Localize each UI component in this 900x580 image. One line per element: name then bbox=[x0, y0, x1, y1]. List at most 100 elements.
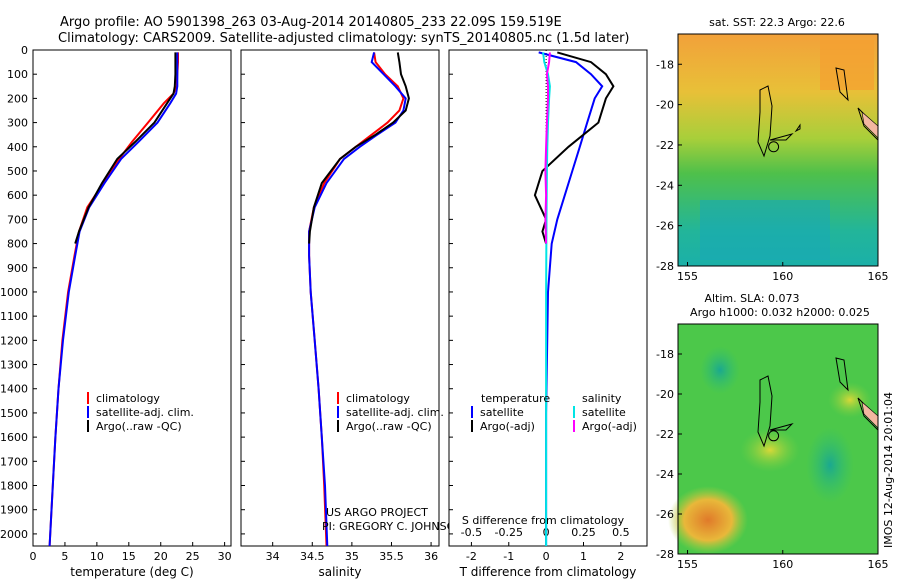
sst-cool-patch bbox=[700, 200, 830, 260]
sla-map-title-line2: Argo h1000: 0.032 h2000: 0.025 bbox=[690, 306, 870, 319]
legend-satellite-label: satellite-adj. clim. bbox=[96, 406, 194, 419]
s-tick-label: 0.25 bbox=[571, 526, 596, 539]
series-salinity-argo-adj- bbox=[544, 52, 551, 244]
depth-tick-label: 1900 bbox=[0, 504, 28, 517]
legend-t-satellite-label: satellite bbox=[480, 406, 524, 419]
map-x-tick-label: 165 bbox=[868, 270, 889, 283]
figure-title-line1: Argo profile: AO 5901398_263 03-Aug-2014… bbox=[60, 15, 562, 30]
depth-tick-label: 1200 bbox=[0, 334, 28, 347]
depth-tick-label: 600 bbox=[7, 189, 28, 202]
project-name: US ARGO PROJECT bbox=[326, 506, 428, 519]
temperature-tick-labels: 0 5 10 15 20 25 30 bbox=[30, 49, 232, 563]
s-tick-label: -0.25 bbox=[495, 526, 523, 539]
sla-low-anomaly bbox=[700, 346, 740, 394]
depth-tick-label: 300 bbox=[7, 117, 28, 130]
series-temperature-satellite bbox=[538, 51, 604, 546]
legend-temperature-title: temperature bbox=[481, 392, 550, 405]
legend-climatology-label: climatology bbox=[96, 392, 160, 405]
temperature-legend: climatology satellite-adj. clim. Argo(..… bbox=[87, 392, 194, 433]
depth-tick-label: 1800 bbox=[0, 480, 28, 493]
x-tick-label: 36 bbox=[424, 550, 438, 563]
depth-tick-label: 400 bbox=[7, 141, 28, 154]
sla-high-anomaly bbox=[668, 486, 748, 554]
map-y-tick-label: -28 bbox=[656, 260, 674, 273]
x-tick-label: 1 bbox=[580, 550, 587, 563]
depth-tick-label: 900 bbox=[7, 262, 28, 275]
depth-tick-label: 2000 bbox=[0, 528, 28, 541]
legend-salinity-title: salinity bbox=[582, 392, 622, 405]
legend-t-argo-label: Argo(-adj) bbox=[480, 420, 535, 433]
depth-tick-label: 200 bbox=[7, 92, 28, 105]
map-y-tick-label: -24 bbox=[656, 468, 674, 481]
difference-lines bbox=[533, 51, 615, 546]
depth-tick-label: 1300 bbox=[0, 359, 28, 372]
depth-tick-label: 700 bbox=[7, 213, 28, 226]
x-tick-label: 35 bbox=[345, 550, 359, 563]
salinity-xlabel: salinity bbox=[318, 565, 361, 579]
s-tick-label: -0.5 bbox=[461, 526, 482, 539]
temperature-axes bbox=[32, 49, 232, 547]
x-tick-label: 0 bbox=[543, 550, 550, 563]
difference-panel: -2 -1 0 1 2 -0.5 -0.25 0 0.25 0.5 T difference f… bbox=[448, 49, 648, 579]
map-y-tick-label: -24 bbox=[656, 179, 674, 192]
legend-s-argo-label: Argo(-adj) bbox=[582, 420, 637, 433]
series-satellite-adj-clim- bbox=[308, 52, 407, 547]
figure-title-line2: Climatology: CARS2009. Satellite-adjuste… bbox=[58, 31, 630, 46]
legend-argo-label: Argo(..raw -QC) bbox=[96, 420, 182, 433]
float-position-marker bbox=[768, 430, 780, 442]
temperature-xlabel: temperature (deg C) bbox=[70, 565, 193, 579]
x-tick-label: -2 bbox=[466, 550, 477, 563]
sst-warm-patch bbox=[820, 40, 874, 90]
sst-map-frame bbox=[677, 33, 879, 267]
salinity-lines bbox=[308, 52, 410, 547]
map-x-tick-label: 160 bbox=[772, 558, 793, 571]
salinity-panel: 34 34.5 35 35.5 36 salinity climatology sate… bbox=[240, 49, 463, 579]
map-y-tick-label: -22 bbox=[656, 428, 674, 441]
temperature-panel: 0100200300400500600700800900100011001200… bbox=[0, 44, 232, 579]
sla-map-panel: Altim. SLA: 0.073 Argo h1000: 0.032 h200… bbox=[656, 292, 888, 571]
sla-map-title-line1: Altim. SLA: 0.073 bbox=[704, 292, 799, 305]
x-tick-label: 15 bbox=[122, 550, 136, 563]
depth-tick-label: 1100 bbox=[0, 310, 28, 323]
project-pi: PI: GREGORY C. JOHNSON bbox=[322, 520, 463, 533]
depth-tick-label: 1600 bbox=[0, 431, 28, 444]
depth-tick-label: 1000 bbox=[0, 286, 28, 299]
x-tick-label: 30 bbox=[218, 550, 232, 563]
map-y-tick-label: -28 bbox=[656, 548, 674, 561]
x-tick-label: 20 bbox=[154, 550, 168, 563]
sst-map-tick-labels: 155 160 165 -18 -20 -22 -24 -26 -28 bbox=[656, 58, 888, 283]
map-y-tick-label: -20 bbox=[656, 388, 674, 401]
map-x-tick-label: 160 bbox=[772, 270, 793, 283]
depth-tick-label: 1400 bbox=[0, 383, 28, 396]
s-tick-label: 0.5 bbox=[612, 526, 630, 539]
sla-mid-anomaly bbox=[828, 382, 872, 418]
depth-tick-labels: 0 100 200 300 400 500 600 700 800 900 1000 1100 1200… bbox=[0, 44, 28, 541]
difference-legend: temperature satellite Argo(-adj) salinit… bbox=[471, 392, 637, 433]
map-x-tick-label: 155 bbox=[677, 270, 698, 283]
depth-tick-label: 800 bbox=[7, 238, 28, 251]
map-y-tick-label: -26 bbox=[656, 508, 674, 521]
salinity-axes bbox=[240, 49, 440, 547]
legend-climatology-label: climatology bbox=[346, 392, 410, 405]
x-tick-label: 10 bbox=[90, 550, 104, 563]
x-tick-label: 34 bbox=[266, 550, 280, 563]
map-y-tick-label: -22 bbox=[656, 139, 674, 152]
x-tick-label: 35.5 bbox=[379, 550, 404, 563]
salinity-legend: climatology satellite-adj. clim. Argo(..… bbox=[337, 392, 444, 433]
coastline bbox=[757, 357, 879, 448]
sla-mid-anomaly bbox=[740, 428, 800, 472]
sst-map-panel: sat. SST: 22.3 Argo: 22.6 155 160 165 -18 -2… bbox=[656, 16, 888, 283]
map-y-tick-label: -26 bbox=[656, 220, 674, 233]
x-tick-label: -1 bbox=[503, 550, 514, 563]
series-satellite-adj-clim- bbox=[48, 52, 179, 547]
sst-map-title: sat. SST: 22.3 Argo: 22.6 bbox=[709, 16, 845, 29]
t-difference-tick-labels: -2 -1 0 1 2 bbox=[449, 49, 624, 563]
salinity-tick-labels: 34 34.5 35 35.5 36 bbox=[241, 49, 438, 563]
x-tick-label: 2 bbox=[617, 550, 624, 563]
x-tick-label: 34.5 bbox=[300, 550, 325, 563]
map-x-tick-label: 155 bbox=[677, 558, 698, 571]
float-position-marker bbox=[768, 141, 780, 153]
series-argo-raw-qc- bbox=[308, 52, 410, 244]
temperature-lines bbox=[48, 52, 179, 547]
